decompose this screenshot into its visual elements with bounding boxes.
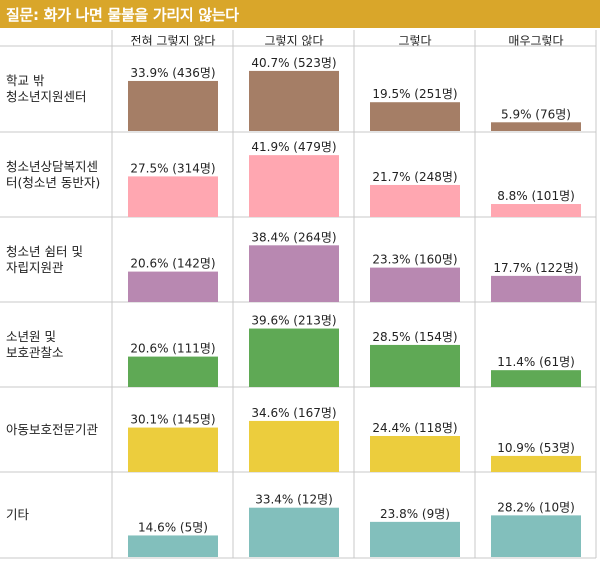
bar-r4-c1: [128, 356, 218, 387]
bar-r5-c3: [370, 435, 460, 472]
bar-r6-c4: [491, 515, 581, 557]
data-label-r6-c4: 28.2% (10명): [497, 500, 575, 514]
bar-r2-c3: [370, 184, 460, 217]
row-label-line: 터(청소년 동반자): [6, 174, 101, 190]
row-label-4: 소년원 및 보호관찰소: [6, 329, 116, 361]
data-label-r4-c1: 20.6% (111명): [130, 342, 215, 356]
row-label-line: 자립지원관: [6, 259, 64, 275]
data-label-r1-c1: 33.9% (436명): [130, 66, 215, 80]
data-label-r5-c2: 34.6% (167명): [251, 406, 336, 420]
data-label-r6-c2: 33.4% (12명): [255, 493, 333, 507]
column-header-4: 매우그렇다: [508, 34, 564, 48]
bar-r6-c3: [370, 521, 460, 557]
bar-r5-c2: [249, 420, 339, 472]
bar-r6-c1: [128, 535, 218, 557]
data-label-r2-c1: 27.5% (314명): [130, 161, 215, 175]
row-label-line: 청소년상담복지센: [6, 158, 99, 174]
data-label-r6-c1: 14.6% (5명): [138, 520, 208, 534]
bar-r4-c4: [491, 370, 581, 387]
bar-r4-c3: [370, 344, 460, 387]
bar-r2-c1: [128, 176, 218, 217]
bar-r4-c2: [249, 328, 339, 387]
bar-r3-c4: [491, 275, 581, 302]
bar-r3-c1: [128, 271, 218, 302]
data-label-r1-c2: 40.7% (523명): [251, 56, 336, 70]
row-label-1: 학교 밖 청소년지원센터: [6, 73, 116, 105]
bar-r2-c2: [249, 155, 339, 217]
bar-r5-c1: [128, 427, 218, 472]
bar-r1-c1: [128, 80, 218, 131]
bar-r3-c2: [249, 245, 339, 302]
row-label-line: 청소년 쉼터 및: [6, 243, 83, 259]
bar-r3-c3: [370, 267, 460, 302]
data-label-r5-c3: 24.4% (118명): [372, 421, 457, 435]
bar-r1-c3: [370, 102, 460, 131]
row-label-line: 보호관찰소: [6, 344, 64, 360]
data-label-r2-c3: 21.7% (248명): [372, 170, 457, 184]
row-label-line: 아동보호전문기관: [6, 421, 99, 437]
data-label-r4-c4: 11.4% (61명): [497, 355, 575, 369]
bar-r6-c2: [249, 507, 339, 557]
chart-title: 질문: 화가 나면 물불을 가리지 않는다: [6, 6, 239, 24]
title-bar: 질문: 화가 나면 물불을 가리지 않는다: [0, 0, 600, 28]
data-label-r4-c3: 28.5% (154명): [372, 330, 457, 344]
data-label-r1-c4: 5.9% (76명): [501, 107, 571, 121]
column-header-3: 그렇다: [398, 34, 432, 48]
row-label-2: 청소년상담복지센 터(청소년 동반자): [6, 159, 116, 191]
data-label-r4-c2: 39.6% (213명): [251, 314, 336, 328]
column-header-2: 그렇지 않다: [264, 34, 324, 48]
data-label-r3-c1: 20.6% (142명): [130, 257, 215, 271]
row-label-line: 기타: [6, 506, 30, 522]
row-label-line: 소년원 및: [6, 328, 56, 344]
data-label-r3-c2: 38.4% (264명): [251, 230, 336, 244]
row-label-line: 청소년지원센터: [6, 88, 87, 104]
data-label-r2-c2: 41.9% (479명): [251, 140, 336, 154]
row-label-5: 아동보호전문기관: [6, 422, 116, 438]
data-label-r5-c1: 30.1% (145명): [130, 413, 215, 427]
data-label-r6-c3: 23.8% (9명): [380, 507, 450, 521]
bar-r2-c4: [491, 204, 581, 217]
bar-r1-c4: [491, 122, 581, 131]
data-label-r5-c4: 10.9% (53명): [497, 441, 575, 455]
data-label-r2-c4: 8.8% (101명): [497, 189, 575, 203]
column-header-1: 전혀 그렇지 않다: [130, 34, 216, 48]
row-label-line: 학교 밖: [6, 72, 45, 88]
row-label-3: 청소년 쉼터 및 자립지원관: [6, 244, 116, 276]
data-label-r1-c3: 19.5% (251명): [372, 87, 457, 101]
data-label-r3-c3: 23.3% (160명): [372, 253, 457, 267]
row-label-6: 기타: [6, 507, 116, 523]
bar-r1-c2: [249, 70, 339, 131]
data-label-r3-c4: 17.7% (122명): [493, 261, 578, 275]
bar-r5-c4: [491, 455, 581, 472]
